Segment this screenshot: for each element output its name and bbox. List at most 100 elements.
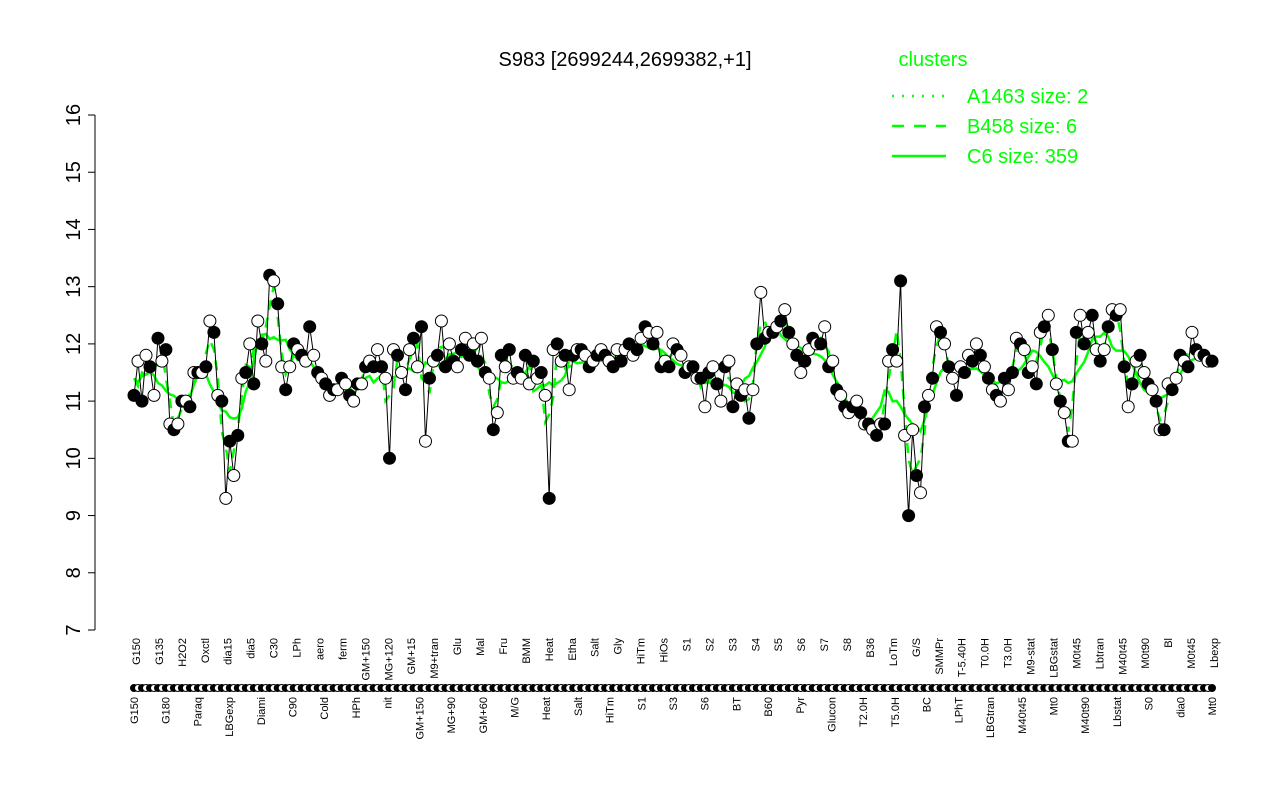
data-point [1001,383,1015,397]
data-point [135,394,149,408]
x-tick-label-bottom: Lbstat [1112,697,1124,727]
data-point [614,354,628,368]
x-tick-label-top: dia5 [246,638,258,659]
data-point [151,331,165,345]
data-point [203,314,217,328]
x-tick-label-bottom: BC [922,697,934,712]
y-tick-label: 16 [63,104,85,126]
data-point [239,366,253,379]
x-tick-label-top: GM+150 [360,638,372,681]
data-point [474,331,488,345]
data-point [307,348,321,362]
x-tick-label-top: Lbtran [1094,638,1106,669]
data-point [646,337,660,351]
x-tick-label-top: T0.0H [980,638,992,668]
x-tick-label-top: M0t45 [1186,638,1198,669]
data-point [1101,320,1115,334]
data-point [662,360,676,374]
y-tick-label: 12 [63,333,85,355]
data-point [347,394,361,408]
data-point [818,320,832,334]
x-tick-label-bottom: S6 [700,697,712,710]
data-point [630,343,644,357]
x-tick-label-top: G/S [911,638,923,657]
x-tick-label-bottom: Mt0 [1207,697,1219,715]
x-tick-label-bottom: MG+90 [446,697,458,733]
y-tick-label: 11 [63,391,85,412]
data-point [782,325,796,339]
data-point [878,417,892,431]
x-tick-label-top: GM+15 [406,638,418,674]
data-point [938,337,951,351]
data-point [973,348,987,362]
data-point [502,343,516,357]
data-point [1165,383,1179,397]
x-tick-label-bottom: Mt0 [1049,697,1061,715]
x-tick-label-top: Salt [590,638,602,657]
data-point [1113,303,1127,317]
data-point [1169,371,1183,385]
x-tick-label-bottom: B60 [763,697,775,717]
data-point [706,360,720,374]
x-tick-label-top: LPh [292,638,304,658]
data-point [283,360,297,374]
x-tick-label-top: S2 [704,638,716,651]
data-point [171,417,185,431]
data-point [993,394,1007,408]
data-point [1053,394,1067,408]
data-point [199,360,213,374]
data-point [383,451,396,465]
data-point [490,406,504,420]
y-tick-label: 8 [63,567,85,578]
data-point [850,394,864,408]
x-tick-label-top: LBGstat [1048,638,1060,678]
x-tick-label-top: M40t45 [1117,638,1129,675]
data-point [303,320,317,334]
data-point [1029,377,1043,391]
x-tick-label-bottom: Glucon [827,697,839,732]
data-point [415,320,428,334]
data-point [1117,360,1131,374]
data-point [1041,308,1055,322]
x-tick-label-bottom: Diami [256,697,268,725]
data-point [950,388,963,402]
data-point [1121,400,1135,414]
data-point [542,491,556,505]
x-tick-label-bottom: Heat [541,697,553,720]
data-point [977,360,991,374]
data-point [434,314,448,328]
x-tick-label-top: S3 [727,638,739,651]
data-point [227,469,241,482]
x-tick-label-bottom: G150 [129,697,141,724]
x-tick-label-top: Heat [544,638,556,661]
data-point [1077,337,1091,351]
y-axis: 7 8 9 10 11 12 13 14 15 16 [63,104,96,636]
x-tick-label-top: ferm [337,638,349,660]
legend: clusters A1463 size: 2 B458 size: 6 C6 s… [892,49,1088,168]
x-tick-label-bottom: T2.0H [858,697,870,727]
x-tick-label-bottom: GM+60 [478,697,490,733]
data-point [918,400,931,414]
x-tick-label-top: M0t90 [1140,638,1152,669]
y-tick-label: 9 [63,510,85,521]
x-tick-label-bottom: HPh [351,697,363,718]
data-point [419,434,432,448]
data-point [450,360,464,374]
x-tick-label-top: S7 [819,638,831,651]
data-point [207,325,221,339]
data-point [371,343,384,357]
data-point [1149,394,1163,408]
y-tick-label: 14 [63,218,85,240]
data-point [1157,423,1171,437]
data-point [1045,343,1059,357]
data-point [139,348,153,362]
data-point [958,366,971,379]
data-point [934,325,947,339]
data-point [143,360,157,374]
x-tick-label-bottom: S3 [668,697,680,710]
data-point [714,394,728,408]
x-tick-label-bottom: BT [731,697,743,711]
data-point [922,388,935,402]
x-tick-label-top: G150 [131,638,143,665]
